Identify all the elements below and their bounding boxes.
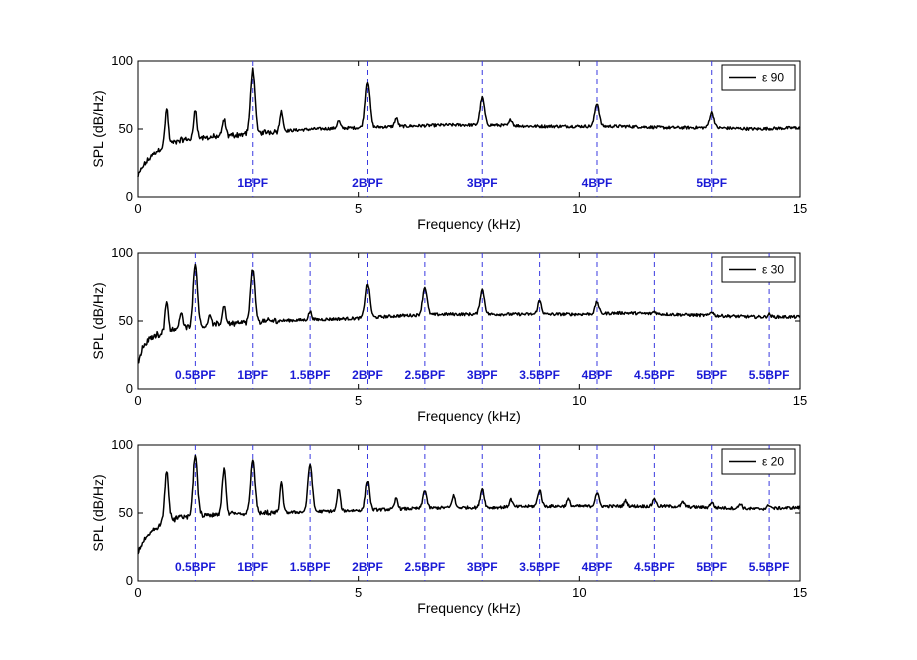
bpf-marker-label: 4BPF <box>582 560 613 574</box>
bpf-marker-label: 2.5BPF <box>405 368 446 382</box>
legend: ε 20 <box>721 448 796 475</box>
bpf-marker-label: 3BPF <box>467 176 498 190</box>
chart-panel-3: 0.5BPF 1BPF 1.5BPF 2BPF 2.5BPF 3BPF 3.5BPF 4BPF… <box>90 437 807 616</box>
bpf-marker-label: 3.5BPF <box>519 560 560 574</box>
bpf-marker-label: 0.5BPF <box>175 560 216 574</box>
bpf-marker-label: 3BPF <box>467 560 498 574</box>
x-tick-label: 0 <box>134 585 141 600</box>
legend-label: ε 90 <box>762 71 784 85</box>
y-tick-label: 100 <box>111 245 133 260</box>
legend-label: ε 30 <box>762 263 784 277</box>
bpf-marker-label: 1.5BPF <box>290 560 331 574</box>
y-axis-label: SPL (dB/Hz) <box>90 474 106 551</box>
y-tick-label: 50 <box>119 121 133 136</box>
bpf-marker-label: 5BPF <box>696 176 727 190</box>
x-tick-label: 0 <box>134 393 141 408</box>
y-axis-label: SPL (dB/Hz) <box>90 282 106 359</box>
y-tick-label: 100 <box>111 53 133 68</box>
bpf-marker-label: 3BPF <box>467 368 498 382</box>
bpf-marker-label: 3.5BPF <box>519 368 560 382</box>
chart-panel-1: 1BPF 2BPF 3BPF 4BPF 5BPF 0 5 10 15 0 50 100 Frequenc… <box>90 53 807 232</box>
bpf-marker-label: 1BPF <box>237 560 268 574</box>
legend-box <box>721 256 796 283</box>
y-tick-label: 100 <box>111 437 133 452</box>
x-tick-label: 10 <box>572 201 586 216</box>
bpf-marker-label: 5.5BPF <box>749 560 790 574</box>
legend-label: ε 20 <box>762 455 784 469</box>
spectrum-line <box>137 67 801 178</box>
x-tick-label: 5 <box>355 393 362 408</box>
bpf-marker-label: 4.5BPF <box>634 368 675 382</box>
bpf-marker-label: 4BPF <box>582 368 613 382</box>
x-tick-label: 10 <box>572 393 586 408</box>
y-tick-label: 0 <box>126 381 133 396</box>
x-tick-label: 0 <box>134 201 141 216</box>
x-tick-label: 10 <box>572 585 586 600</box>
plot-area <box>137 252 801 390</box>
bpf-marker-label: 1BPF <box>237 176 268 190</box>
y-tick-label: 50 <box>119 313 133 328</box>
legend: ε 30 <box>721 256 796 283</box>
bpf-marker-label: 2.5BPF <box>405 560 446 574</box>
bpf-marker-label: 1BPF <box>237 368 268 382</box>
y-axis-label: SPL (dB/Hz) <box>90 90 106 167</box>
y-tick-label: 0 <box>126 189 133 204</box>
x-tick-label: 5 <box>355 201 362 216</box>
spectrum-line <box>137 263 801 364</box>
x-axis-label: Frequency (kHz) <box>417 408 520 424</box>
bpf-marker-label: 5.5BPF <box>749 368 790 382</box>
x-tick-label: 15 <box>793 201 807 216</box>
bpf-marker-label: 4BPF <box>582 176 613 190</box>
bpf-marker-label: 2BPF <box>352 560 383 574</box>
bpf-marker-label: 2BPF <box>352 368 383 382</box>
legend: ε 90 <box>721 64 796 91</box>
plot-area <box>137 444 801 582</box>
x-tick-label: 15 <box>793 393 807 408</box>
x-tick-label: 15 <box>793 585 807 600</box>
y-tick-label: 50 <box>119 505 133 520</box>
bpf-marker-label: 1.5BPF <box>290 368 331 382</box>
bpf-marker-label: 5BPF <box>696 560 727 574</box>
bpf-marker-label: 4.5BPF <box>634 560 675 574</box>
x-axis-label: Frequency (kHz) <box>417 600 520 616</box>
bpf-marker-label: 0.5BPF <box>175 368 216 382</box>
x-tick-label: 5 <box>355 585 362 600</box>
x-axis-label: Frequency (kHz) <box>417 216 520 232</box>
bpf-marker-label: 5BPF <box>696 368 727 382</box>
chart-panel-2: 0.5BPF 1BPF 1.5BPF 2BPF 2.5BPF 3BPF 3.5BPF 4BPF… <box>90 245 807 424</box>
bpf-marker-label: 2BPF <box>352 176 383 190</box>
spectrum-line <box>137 454 801 555</box>
y-tick-label: 0 <box>126 573 133 588</box>
